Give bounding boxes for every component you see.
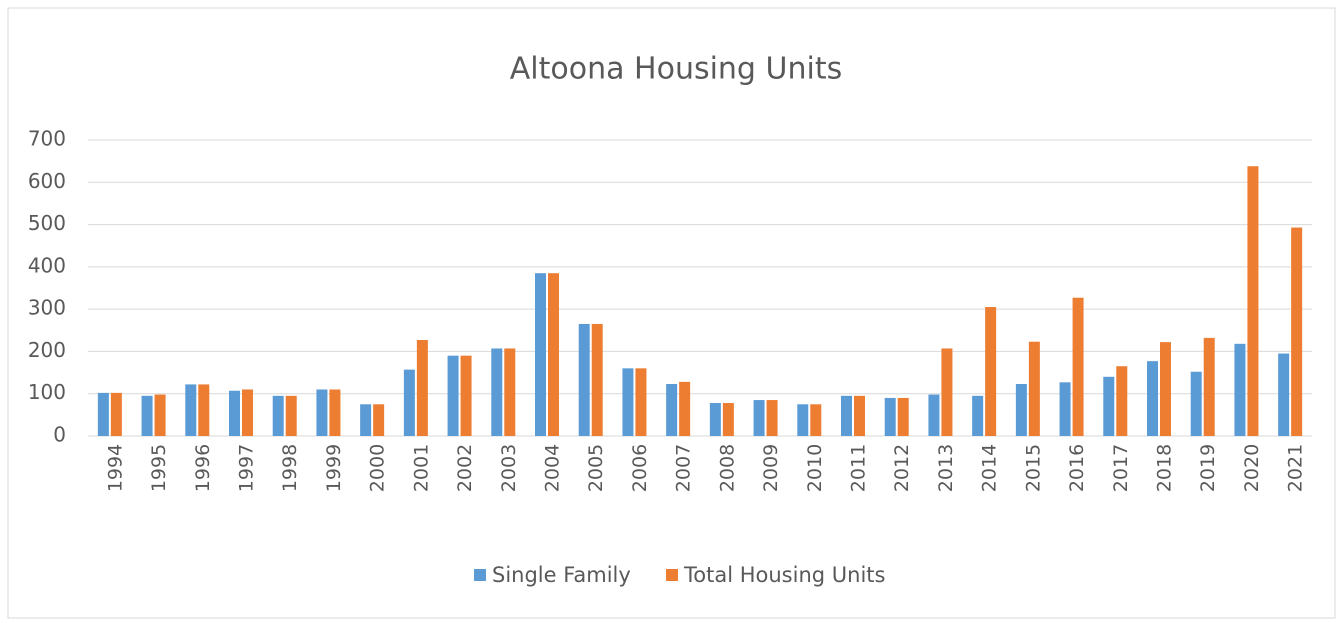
bar [985,307,997,436]
bar [635,368,647,436]
x-tick-label: 2016 [1066,444,1088,492]
bar [854,395,865,436]
x-tick-label: 2017 [1110,444,1132,492]
x-tick-label: 2008 [716,444,738,492]
bar [1147,361,1158,436]
bar [416,340,428,436]
x-tick-label: 2013 [935,444,957,492]
bar [154,394,166,436]
x-tick-label: 2002 [454,444,476,492]
bar [753,400,765,436]
x-tick-label: 2021 [1285,444,1307,492]
bar [329,389,341,436]
y-tick-label: 400 [28,253,66,277]
x-tick-label: 1995 [148,444,170,492]
bar [591,323,603,436]
x-tick-label: 2018 [1154,444,1176,492]
bar [1203,337,1215,436]
bar [1103,376,1115,436]
bar [185,384,197,436]
chart-title: Altoona Housing Units [510,52,842,87]
bar [447,355,459,436]
bar [841,395,852,436]
x-tick-label: 2007 [673,444,695,492]
x-tick-label: 2014 [979,444,1001,492]
bar [679,381,691,436]
bar [928,394,940,436]
x-tick-label: 2020 [1241,444,1263,492]
bar [1160,342,1171,436]
bar [141,395,153,436]
x-tick-label: 2015 [1022,444,1044,492]
x-tick-label: 2011 [848,444,870,492]
bar [316,389,328,436]
bar [1015,383,1027,436]
bar [941,348,953,436]
bar [766,400,778,436]
legend-label: Single Family [492,563,631,587]
bar [622,368,634,436]
bar [198,384,210,436]
bar [1234,343,1246,436]
bar [709,403,721,436]
y-tick-label: 0 [53,423,66,447]
bar [272,395,284,436]
bar [403,369,415,436]
bar [972,395,984,436]
x-tick-label: 2004 [542,444,564,492]
x-tick-label: 2009 [760,444,782,492]
bar [1028,341,1040,436]
bar [722,403,734,436]
bar [884,397,896,436]
bar [360,404,372,436]
bar [285,395,297,436]
y-tick-label: 100 [28,380,66,404]
x-tick-label: 1996 [192,444,214,492]
y-tick-label: 300 [28,296,66,320]
legend-label: Total Housing Units [683,563,885,587]
x-tick-label: 1997 [236,444,258,492]
bar [1278,353,1290,436]
bar [810,404,822,436]
bar [1059,382,1071,436]
bar [897,397,909,436]
bar [535,273,546,436]
bar [373,404,385,436]
bar [1072,297,1084,436]
x-tick-label: 2001 [410,444,432,492]
chart-frame [7,7,1336,619]
bar [666,383,678,436]
bar [548,273,559,436]
legend-swatch [666,569,678,581]
x-tick-label: 2006 [629,444,651,492]
x-tick-label: 2010 [804,444,826,492]
bar [229,390,240,436]
x-tick-label: 2012 [891,444,913,492]
x-tick-label: 2019 [1197,444,1219,492]
bar [242,389,253,436]
x-tick-label: 1998 [279,444,301,492]
legend-swatch [474,569,486,581]
bar [491,348,503,436]
x-tick-label: 1994 [104,444,126,492]
bar [110,392,122,436]
y-tick-label: 600 [28,169,66,193]
x-tick-label: 2000 [367,444,389,492]
bar [504,348,516,436]
y-tick-label: 700 [28,127,66,151]
x-tick-label: 2005 [585,444,607,492]
bar [1291,227,1303,436]
bar [797,404,809,436]
y-tick-label: 500 [28,211,66,235]
x-tick-label: 2003 [498,444,520,492]
bar [97,392,109,436]
bar [1116,366,1128,436]
bar [460,355,472,436]
bar [578,323,590,436]
y-tick-label: 200 [28,338,66,362]
bar [1247,166,1259,436]
bar [1190,371,1202,436]
x-tick-label: 1999 [323,444,345,492]
